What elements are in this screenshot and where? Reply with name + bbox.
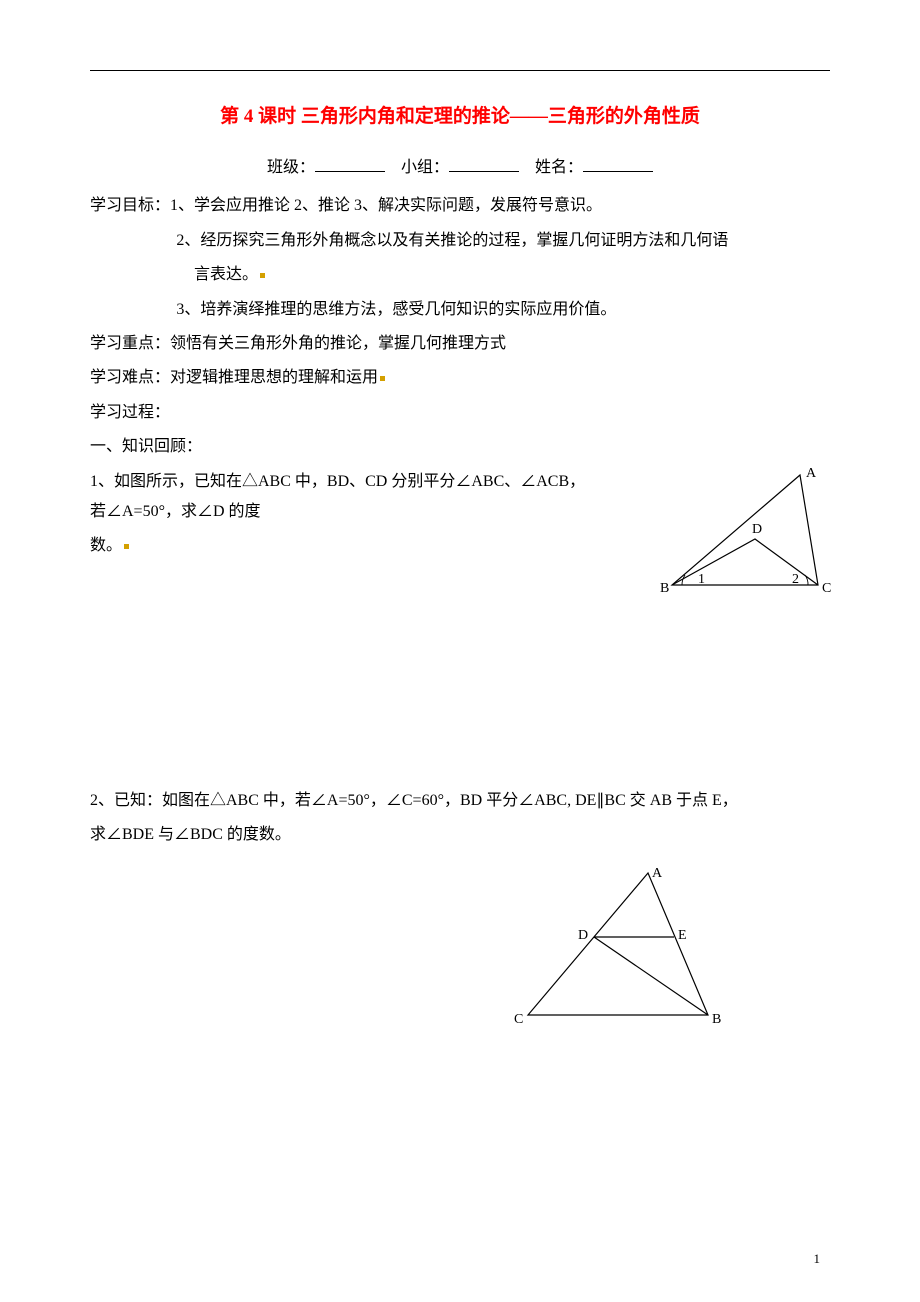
process-label: 学习过程： — [90, 398, 830, 428]
group-blank[interactable] — [449, 156, 519, 172]
goal-row-1: 学习目标：1、学会应用推论 2、推论 3、解决实际问题，发展符号意识。 — [90, 191, 830, 221]
q1-line2-row: 数。 — [90, 531, 590, 561]
fig1-label-A: A — [806, 467, 817, 481]
class-blank[interactable] — [315, 156, 385, 172]
fig2-label-D: D — [578, 928, 588, 943]
focus-text: 领悟有关三角形外角的推论，掌握几何推理方式 — [170, 335, 506, 352]
class-label: 班级： — [267, 159, 315, 176]
q1-line2: 数。 — [90, 537, 122, 554]
fig1-angle-2: 2 — [792, 572, 799, 587]
fig2-label-E: E — [678, 928, 687, 943]
fig1-angle-1: 1 — [698, 572, 705, 587]
fig2-label-C: C — [514, 1012, 523, 1027]
fig1-label-B: B — [660, 581, 669, 596]
name-blank[interactable] — [583, 156, 653, 172]
difficulty-text: 对逻辑推理思想的理解和运用 — [170, 369, 378, 386]
q2-line1: 2、已知：如图在△ABC 中，若∠A=50°，∠C=60°，BD 平分∠ABC,… — [90, 786, 830, 816]
accent-dot-icon — [260, 273, 265, 278]
lesson-title: 第 4 课时 三角形内角和定理的推论——三角形的外角性质 — [90, 99, 830, 135]
goal-3: 3、培养演绎推理的思维方法，感受几何知识的实际应用价值。 — [90, 295, 830, 325]
figure-1-triangle: A B C D 1 2 — [660, 467, 840, 602]
group-label: 小组： — [401, 159, 449, 176]
top-rule — [90, 70, 830, 71]
q1-line1: 1、如图所示，已知在△ABC 中，BD、CD 分别平分∠ABC、∠ACB，若∠A… — [90, 467, 590, 528]
fig2-label-B: B — [712, 1012, 721, 1027]
goal-2b-row: 言表达。 — [90, 260, 830, 290]
goal-2b: 言表达。 — [194, 266, 258, 283]
figure-2-triangle: A C B D E — [510, 865, 730, 1035]
focus-label: 学习重点： — [90, 335, 170, 352]
fig1-label-D: D — [752, 522, 762, 537]
work-space-2 — [90, 1046, 830, 1246]
difficulty-row: 学习难点：对逻辑推理思想的理解和运用 — [90, 363, 830, 393]
goal-label: 学习目标： — [90, 197, 170, 214]
accent-dot-icon — [124, 544, 129, 549]
accent-dot-icon — [380, 376, 385, 381]
fig2-label-A: A — [652, 866, 663, 881]
name-label: 姓名： — [535, 159, 583, 176]
focus-row: 学习重点：领悟有关三角形外角的推论，掌握几何推理方式 — [90, 329, 830, 359]
fig1-label-C: C — [822, 581, 831, 596]
difficulty-label: 学习难点： — [90, 369, 170, 386]
student-info-line: 班级： 小组： 姓名： — [90, 153, 830, 183]
goal-1: 1、学会应用推论 2、推论 3、解决实际问题，发展符号意识。 — [170, 197, 602, 214]
q2-line2: 求∠BDE 与∠BDC 的度数。 — [90, 820, 830, 850]
q1-block: 1、如图所示，已知在△ABC 中，BD、CD 分别平分∠ABC、∠ACB，若∠A… — [90, 467, 830, 562]
review-label: 一、知识回顾： — [90, 432, 830, 462]
page-number: 1 — [814, 1247, 821, 1272]
goal-2a: 2、经历探究三角形外角概念以及有关推论的过程，掌握几何证明方法和几何语 — [90, 226, 830, 256]
